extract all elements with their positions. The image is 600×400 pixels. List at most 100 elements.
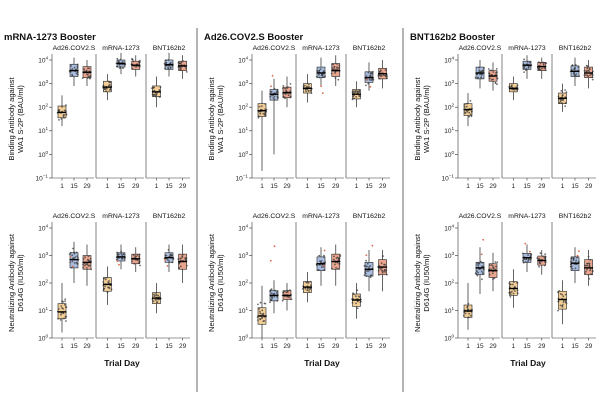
data-point: [323, 254, 325, 257]
y-tick-exp: 3: [451, 79, 454, 84]
subgroup-title: mRNA-1273: [508, 213, 546, 220]
data-point: [586, 264, 588, 267]
data-point: [284, 290, 286, 293]
data-point: [269, 301, 271, 304]
data-point: [69, 71, 71, 73]
data-point: [558, 101, 561, 104]
data-point: [318, 254, 321, 257]
data-point: [274, 289, 277, 292]
data-point: [522, 259, 524, 262]
outlier-point: [371, 244, 374, 247]
data-point: [539, 252, 542, 255]
data-point: [153, 293, 155, 296]
data-point: [480, 77, 483, 80]
data-point: [331, 66, 334, 69]
y-tick-base: 10: [238, 81, 246, 88]
data-point: [289, 90, 292, 93]
x-tick-label: 1: [60, 183, 64, 190]
panel-3: BNT162b2 Booster Binding Antibody against…: [410, 32, 596, 368]
data-point: [586, 268, 588, 271]
subgroup-title: mRNA-1273: [508, 45, 546, 52]
data-point: [496, 261, 499, 264]
data-point: [119, 65, 122, 68]
x-tick-label: 15: [165, 183, 173, 190]
data-point: [319, 260, 321, 263]
data-point: [64, 298, 67, 301]
y-tick-base: 10: [38, 57, 46, 64]
y-tick-exp: 0: [451, 333, 454, 338]
subgroup-title: Ad26.COV2.S: [459, 213, 502, 220]
data-point: [496, 83, 498, 86]
data-point: [494, 261, 497, 263]
data-point: [258, 308, 261, 310]
data-point: [319, 68, 322, 70]
y-tick-label: 103: [38, 251, 48, 260]
y-tick-label: 103: [444, 251, 454, 260]
data-point: [304, 88, 307, 91]
outlier-point: [480, 253, 483, 256]
data-point: [155, 293, 157, 295]
data-point: [585, 64, 588, 67]
y-tick-base: 10: [444, 225, 452, 232]
data-point: [261, 316, 264, 319]
outlier-point: [320, 85, 322, 87]
data-point: [542, 61, 544, 64]
data-point: [277, 96, 279, 99]
x-tick-label: 1: [106, 343, 110, 350]
data-point: [353, 91, 355, 94]
y-tick-base: 10: [444, 152, 452, 159]
y-axis-label-line: Binding Antibody against: [413, 77, 422, 161]
x-axis-title: Trial Day: [510, 358, 546, 368]
x-tick-label: 15: [270, 183, 278, 190]
x-tick-label: 29: [332, 183, 340, 190]
data-point: [116, 65, 119, 68]
data-point: [541, 67, 543, 70]
data-point: [108, 83, 111, 86]
data-point: [544, 253, 547, 256]
data-point: [384, 269, 386, 272]
data-point: [309, 280, 312, 283]
data-point: [63, 113, 65, 116]
data-point: [64, 300, 66, 303]
data-point: [123, 257, 126, 260]
data-point: [63, 117, 65, 119]
data-point: [61, 105, 63, 108]
y-tick-label: 100: [238, 150, 248, 159]
data-point: [272, 97, 275, 99]
data-point: [336, 256, 339, 259]
data-point: [523, 66, 525, 69]
data-point: [137, 262, 140, 265]
data-point: [259, 312, 262, 315]
data-point: [307, 90, 310, 92]
y-tick-exp: 4: [45, 223, 48, 228]
y-tick-exp: 1: [451, 126, 454, 131]
data-point: [302, 288, 304, 290]
data-point: [65, 104, 67, 106]
data-point: [575, 75, 578, 78]
x-tick-label: 15: [523, 183, 531, 190]
data-point: [365, 265, 368, 268]
data-point: [316, 69, 319, 72]
data-point: [273, 95, 276, 98]
data-point: [103, 87, 106, 90]
outlier-point: [323, 249, 326, 252]
data-point: [523, 258, 526, 260]
data-point: [573, 68, 576, 71]
data-point: [463, 103, 466, 106]
data-point: [303, 84, 306, 87]
y-tick-label: 100: [238, 333, 248, 342]
data-point: [77, 73, 79, 76]
data-point: [482, 265, 485, 268]
x-tick-label: 1: [260, 343, 264, 350]
y-tick-label: 101: [238, 306, 248, 315]
data-point: [370, 79, 373, 81]
y-tick-exp: 0: [451, 150, 454, 155]
data-point: [61, 300, 63, 303]
y-tick-label: 102: [38, 103, 48, 112]
data-point: [490, 264, 493, 266]
data-point: [177, 258, 180, 260]
data-point: [372, 70, 374, 73]
data-point: [321, 74, 324, 76]
data-point: [493, 277, 496, 280]
x-tick-label: 29: [283, 183, 291, 190]
